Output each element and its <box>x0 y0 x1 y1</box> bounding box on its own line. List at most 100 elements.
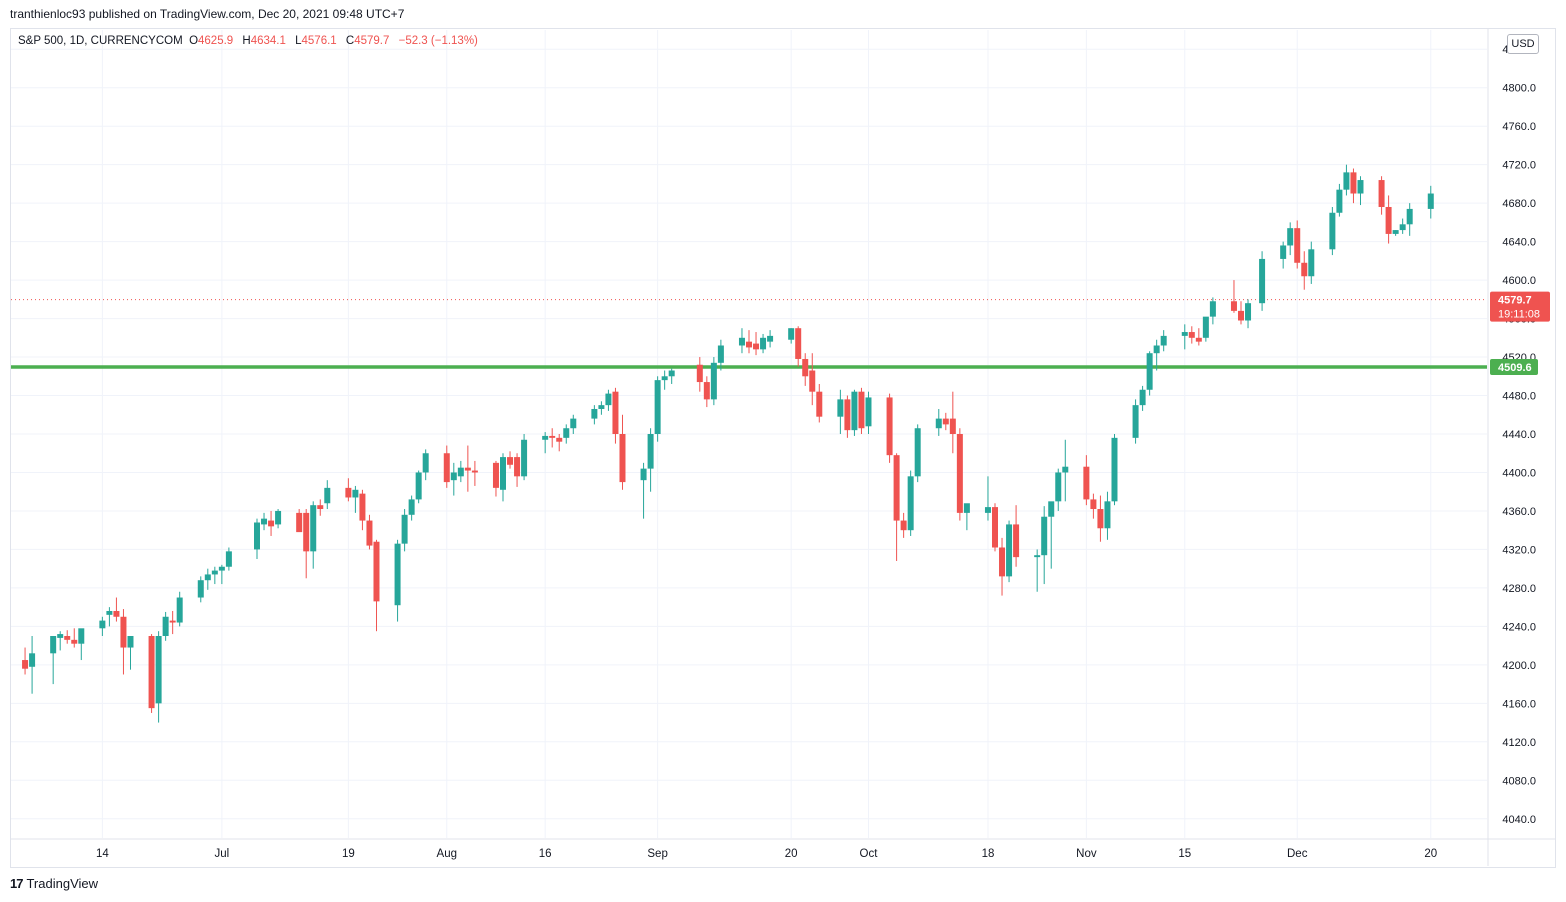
candle-body <box>795 328 802 359</box>
candle-up <box>668 368 675 384</box>
candle-body <box>162 616 169 636</box>
candle-up <box>401 509 408 552</box>
candle-body <box>1392 230 1399 234</box>
candle-up <box>197 576 204 603</box>
candle-body <box>1090 499 1097 510</box>
candle-down <box>886 393 893 463</box>
candle-body <box>1294 228 1301 263</box>
tradingview-brand[interactable]: 17 TradingView <box>10 876 98 891</box>
candle-up <box>1153 339 1160 371</box>
candle-body <box>893 455 900 521</box>
candle-down <box>366 514 373 550</box>
currency-button[interactable]: USD <box>1507 34 1539 54</box>
candle-down <box>1230 280 1237 313</box>
candle-down <box>373 539 380 632</box>
x-axis: 14 Jul 19 Aug 16 Sep 20 Oct 18 Nov 15 Dec 20 <box>11 838 1555 860</box>
candle-up <box>542 432 549 454</box>
candle-body <box>317 505 324 510</box>
candle-down <box>612 387 619 444</box>
candle-body <box>1357 180 1364 194</box>
candle-down <box>858 387 865 434</box>
y-tick-label: 4080.0 <box>1502 775 1536 787</box>
candle-body <box>71 639 78 644</box>
candle-body <box>654 380 661 434</box>
candle-up <box>457 460 464 483</box>
legend-low-value: 4576.1 <box>301 35 337 47</box>
candle-down <box>703 376 710 408</box>
candles <box>22 164 1434 723</box>
candle-body <box>22 660 29 669</box>
candle-body <box>963 503 970 513</box>
candle-body <box>1245 303 1252 321</box>
candle-body <box>359 493 366 521</box>
candle-up <box>717 339 724 371</box>
candle-up <box>647 428 654 492</box>
candle-up <box>99 616 106 636</box>
candle-body <box>1041 516 1048 556</box>
candle-body <box>464 467 471 471</box>
y-tick-label: 4040.0 <box>1502 814 1536 826</box>
candle-down <box>956 428 963 521</box>
last-price-tag: 4579.7 19:11:08 <box>1490 291 1550 322</box>
y-tick-label: 4360.0 <box>1502 506 1536 518</box>
candle-up <box>50 636 57 685</box>
candle-down <box>1013 505 1020 567</box>
legend-symbol: S&P 500, 1D, CURRENCYCOM <box>18 35 183 47</box>
candle-up <box>78 628 85 661</box>
candle-up <box>500 453 506 502</box>
x-tick-label: Jul <box>215 848 230 860</box>
candle-body <box>802 358 809 377</box>
candle-up <box>598 401 605 415</box>
x-tick-label: Sep <box>647 848 667 860</box>
candle-body <box>542 435 549 440</box>
candle-body <box>738 337 745 346</box>
candle-down <box>169 610 176 635</box>
candle-down <box>268 510 275 536</box>
candle-up <box>1006 520 1013 583</box>
candle-down <box>992 503 998 552</box>
candle-down <box>492 460 499 497</box>
x-tick-label: Aug <box>437 848 457 860</box>
candle-body <box>78 628 85 644</box>
candle-body <box>668 370 675 377</box>
countdown-value: 19:11:08 <box>1498 309 1540 321</box>
candle-up <box>29 636 36 694</box>
candle-body <box>605 393 612 406</box>
candle-down <box>696 357 703 392</box>
candle-up <box>155 631 162 723</box>
candle-body <box>204 574 211 581</box>
x-tick-label: 16 <box>539 848 552 860</box>
candle-body <box>1139 389 1146 406</box>
candle-body <box>1006 524 1013 577</box>
candle-up <box>984 476 991 521</box>
candle-body <box>1146 353 1153 390</box>
candle-body <box>591 408 598 419</box>
candle-body <box>767 335 774 342</box>
candle-body <box>29 653 36 667</box>
candle-body <box>492 462 499 488</box>
candle-up <box>935 408 942 436</box>
candle-body <box>521 439 528 477</box>
candle-body <box>1097 509 1104 529</box>
candle-body <box>507 457 514 465</box>
y-tick-label: 4760.0 <box>1502 121 1536 133</box>
candle-up <box>851 389 858 436</box>
candle-body <box>661 376 668 381</box>
candle-body <box>415 472 422 500</box>
candle-down <box>296 509 303 533</box>
candle-body <box>1259 258 1266 304</box>
candle-body <box>1238 310 1244 321</box>
candle-body <box>225 551 232 567</box>
candle-body <box>471 470 478 473</box>
x-tick-label: 20 <box>785 848 798 860</box>
x-tick-label: Dec <box>1287 848 1308 860</box>
candle-up <box>837 389 844 434</box>
candle-body <box>1301 262 1308 277</box>
candle-up <box>1343 164 1350 196</box>
candle-down <box>900 512 907 538</box>
candle-body <box>1034 555 1041 558</box>
candle-down <box>753 332 760 356</box>
candle-body <box>992 507 998 548</box>
legend-close-value: 4579.7 <box>354 35 390 47</box>
